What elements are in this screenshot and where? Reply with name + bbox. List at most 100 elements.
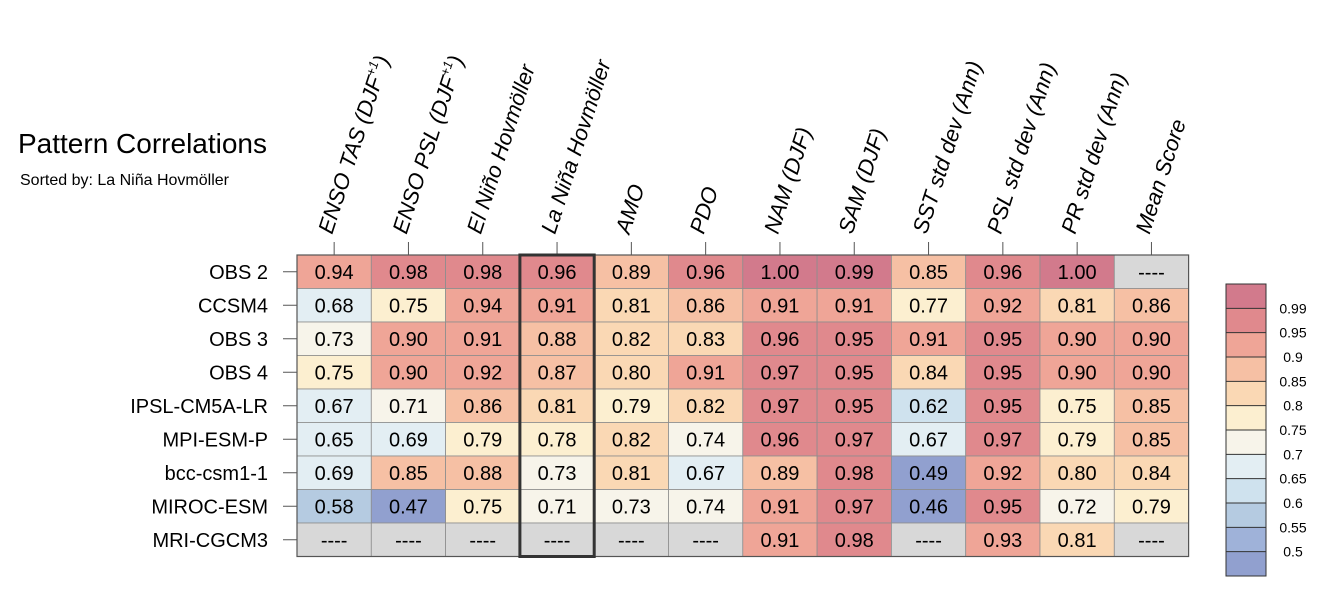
colorbar-label: 0.85 — [1279, 373, 1306, 389]
cell-ipsl-cm5a-lr-sam-djf — [816, 388, 892, 423]
cell-miroc-esm-sam-djf — [816, 489, 892, 524]
cell-value: 0.82 — [686, 396, 725, 418]
highlight-column-box — [518, 253, 596, 558]
cell-mpi-esm-p-enso-psl-djf-1 — [370, 422, 446, 457]
cell-ccsm4-enso-tas-djf-1 — [296, 288, 372, 323]
cell-value: 0.82 — [612, 329, 651, 351]
cell-value: 0.86 — [1132, 295, 1171, 317]
cell-value: 0.95 — [835, 329, 874, 351]
cell-bcc-csm1-1-enso-psl-djf-1 — [370, 455, 446, 490]
cell-value: 0.91 — [909, 329, 948, 351]
colorbar-border — [1225, 283, 1267, 577]
cell-value: 0.68 — [315, 295, 354, 317]
cell-value: 0.86 — [686, 295, 725, 317]
colorbar-label: 0.55 — [1279, 519, 1306, 535]
cell-value: 0.47 — [389, 496, 428, 518]
cell-ccsm4-sst-std-dev-ann — [891, 288, 967, 323]
row-label-ipsl-cm5a-lr: IPSL-CM5A-LR — [130, 396, 268, 418]
cell-value: 1.00 — [760, 262, 799, 284]
cell-value: ---- — [692, 530, 719, 552]
cell-value: 0.90 — [1132, 329, 1171, 351]
cell-value: 0.69 — [389, 429, 428, 451]
cell-value: 0.75 — [389, 295, 428, 317]
cell-value: 0.81 — [612, 463, 651, 485]
cell-value: 0.96 — [686, 262, 725, 284]
cell-value: 0.92 — [983, 463, 1022, 485]
column-label-sam-djf: SAM (DJF) — [833, 125, 890, 236]
cell-obs-3-el-ni-o-hovm-ller — [445, 321, 521, 356]
colorbar-swatch — [1226, 308, 1266, 333]
cell-value: 0.91 — [686, 362, 725, 384]
cell-value: ---- — [544, 530, 571, 552]
heatmap-cells: 0.94 0.98 0.98 0.96 0.89 0.96 1.00 0.99 0.85 0.96… — [296, 254, 1190, 558]
colorbar-label: 0.75 — [1279, 422, 1306, 438]
cell-value: 0.89 — [760, 463, 799, 485]
cell-value: 0.71 — [538, 496, 577, 518]
cell-mri-cgcm3-el-ni-o-hovm-ller — [445, 522, 521, 557]
cell-mpi-esm-p-sst-std-dev-ann — [891, 422, 967, 457]
cell-obs-4-nam-djf — [742, 355, 818, 390]
cell-miroc-esm-pr-std-dev-ann — [1039, 489, 1115, 524]
cell-ipsl-cm5a-lr-amo — [593, 388, 669, 423]
cell-value: 0.95 — [983, 496, 1022, 518]
cell-value: 0.96 — [538, 262, 577, 284]
cell-obs-3-pdo — [668, 321, 744, 356]
cell-value: 0.74 — [686, 496, 725, 518]
cell-value: 0.73 — [315, 329, 354, 351]
cell-obs-3-amo — [593, 321, 669, 356]
cell-value: 0.90 — [1058, 362, 1097, 384]
cell-bcc-csm1-1-nam-djf — [742, 455, 818, 490]
cell-value: 0.80 — [612, 362, 651, 384]
cell-value: 0.86 — [463, 396, 502, 418]
colorbar: 0.99 0.95 0.9 0.85 0.8 0.75 0.7 0.65 0.6 0.55 0.5 — [1225, 283, 1307, 577]
cell-value: 0.95 — [835, 362, 874, 384]
colorbar-label: 0.5 — [1283, 544, 1303, 560]
cell-value: 0.73 — [538, 463, 577, 485]
cell-value: 0.79 — [463, 429, 502, 451]
colorbar-label: 0.95 — [1279, 325, 1306, 341]
cell-ccsm4-el-ni-o-hovm-ller — [445, 288, 521, 323]
cell-value: 0.96 — [760, 429, 799, 451]
cell-mri-cgcm3-pr-std-dev-ann — [1039, 522, 1115, 557]
column-label-el-ni-o-hovm-ller: El Niño Hovmöller — [462, 60, 541, 237]
cell-value: 0.98 — [835, 530, 874, 552]
cell-value: 0.90 — [1058, 329, 1097, 351]
cell-ipsl-cm5a-lr-enso-tas-djf-1 — [296, 388, 372, 423]
cell-value: 0.71 — [389, 396, 428, 418]
cell-value: 0.49 — [909, 463, 948, 485]
row-label-mpi-esm-p: MPI-ESM-P — [162, 429, 268, 451]
column-label-la-ni-a-hovm-ller: La Niña Hovmöller — [536, 55, 616, 236]
cell-value: 0.75 — [463, 496, 502, 518]
colorbar-swatch — [1226, 527, 1266, 552]
cell-value: 0.98 — [389, 262, 428, 284]
cell-ccsm4-psl-std-dev-ann — [965, 288, 1041, 323]
cell-obs-4-pdo — [668, 355, 744, 390]
cell-value: 0.91 — [835, 295, 874, 317]
column-label-enso-tas-djf-1: ENSO TAS (DJF+1) — [312, 52, 394, 237]
cell-value: 0.85 — [1132, 396, 1171, 418]
cell-value: 0.91 — [463, 329, 502, 351]
cell-value: 0.77 — [909, 295, 948, 317]
cell-value: 0.78 — [538, 429, 577, 451]
cell-value: 0.98 — [463, 262, 502, 284]
row-label-ccsm4: CCSM4 — [198, 295, 268, 317]
cell-bcc-csm1-1-mean-score — [1113, 455, 1190, 490]
cell-ipsl-cm5a-lr-sst-std-dev-ann — [891, 388, 967, 423]
cell-mpi-esm-p-pr-std-dev-ann — [1039, 422, 1115, 457]
cell-value: 0.62 — [909, 396, 948, 418]
cell-mpi-esm-p-psl-std-dev-ann — [965, 422, 1041, 457]
cell-value: 0.98 — [835, 463, 874, 485]
cell-bcc-csm1-1-sam-djf — [816, 455, 892, 490]
colorbar-swatch — [1226, 430, 1266, 455]
chart-title: Pattern Correlations — [18, 128, 268, 159]
colorbar-swatch — [1226, 284, 1266, 309]
row-label-bcc-csm1-1: bcc-csm1-1 — [165, 463, 268, 485]
cell-mri-cgcm3-la-ni-a-hovm-ller — [519, 522, 595, 557]
cell-mpi-esm-p-sam-djf — [816, 422, 892, 457]
cell-obs-4-mean-score — [1113, 355, 1190, 390]
cell-obs-3-sam-djf — [816, 321, 892, 356]
cell-mri-cgcm3-sam-djf — [816, 522, 892, 557]
column-label-sst-std-dev-ann: SST std dev (Ann) — [908, 58, 987, 237]
cell-mri-cgcm3-mean-score — [1113, 522, 1190, 557]
